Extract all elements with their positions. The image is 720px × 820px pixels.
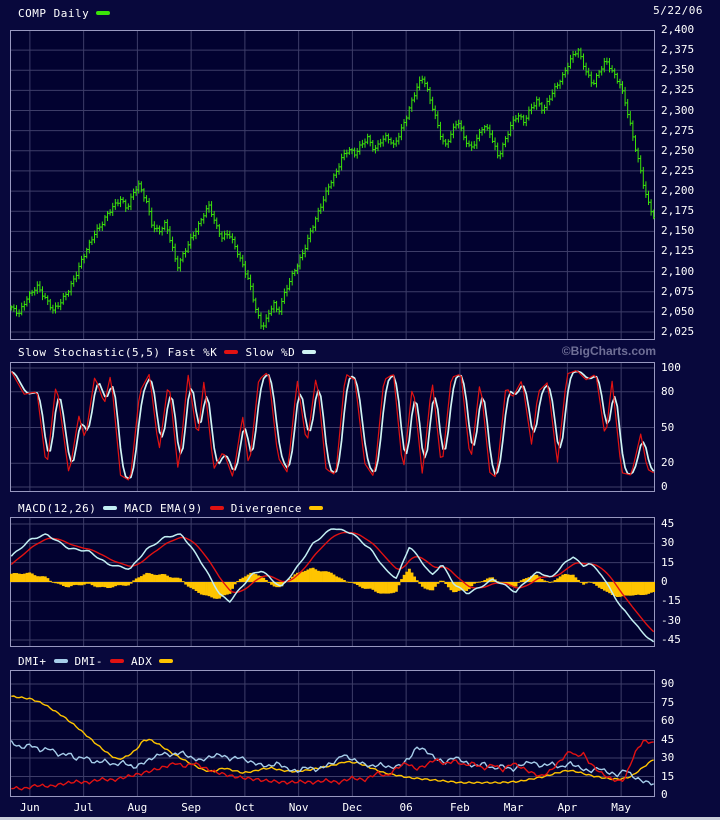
bigcharts-watermark: ©BigCharts.com (561, 344, 656, 358)
x-month-label: 06 (399, 801, 413, 814)
x-month-label: Nov (288, 801, 309, 814)
y-tick-label: -30 (661, 613, 681, 627)
adx-label: ADX (131, 654, 153, 668)
macd-swatch (103, 506, 118, 510)
y-tick-label: 2,075 (661, 284, 695, 298)
y-tick-label: 2,125 (661, 244, 695, 258)
dmi-minus-swatch (110, 659, 124, 663)
macd-ema-label: MACD EMA(9) (124, 501, 203, 515)
macd-label: MACD(12,26) (18, 501, 97, 515)
y-tick-label: 30 (661, 751, 675, 764)
y-tick-label: 80 (661, 384, 675, 398)
macd-plot (10, 517, 655, 647)
y-tick-label: 15 (661, 555, 675, 569)
y-tick-label: -45 (661, 633, 681, 646)
x-month-label: Oct (234, 801, 255, 814)
y-tick-label: 2,200 (661, 184, 695, 198)
y-tick-label: -15 (661, 594, 681, 608)
y-tick-label: 2,100 (661, 264, 695, 278)
window-bottom-edge (0, 817, 720, 820)
y-tick-label: 2,050 (661, 304, 695, 318)
y-tick-label: 15 (661, 769, 675, 783)
y-tick-label: 2,175 (661, 204, 695, 218)
y-tick-label: 90 (661, 677, 675, 690)
y-tick-label: 45 (661, 516, 675, 530)
x-month-label: Mar (503, 801, 524, 814)
dmi-plot (10, 670, 655, 797)
y-tick-label: 45 (661, 732, 675, 746)
stochastic-plot (10, 362, 655, 492)
stoch-fastk-swatch (224, 350, 239, 354)
symbol-title: COMP Daily (18, 6, 90, 20)
y-tick-label: 75 (661, 695, 675, 709)
dmi-header: DMI+ DMI- ADX (18, 654, 174, 668)
x-month-label: Dec (342, 801, 363, 814)
y-tick-label: 2,025 (661, 325, 695, 338)
y-tick-label: 50 (661, 420, 675, 434)
x-month-label: Apr (557, 801, 578, 814)
main-chart-header: COMP Daily (18, 6, 111, 20)
y-tick-label: 2,300 (661, 103, 695, 117)
y-tick-label: 2,375 (661, 43, 695, 57)
y-tick-label: 2,275 (661, 123, 695, 137)
y-tick-label: 2,325 (661, 83, 695, 97)
dmi-plus-swatch (53, 659, 68, 663)
y-tick-label: 100 (661, 361, 681, 374)
y-tick-label: 0 (661, 788, 668, 801)
stochastic-header: Slow Stochastic(5,5) Fast %K Slow %D (18, 345, 317, 359)
macd-header: MACD(12,26) MACD EMA(9) Divergence (18, 501, 323, 515)
y-tick-label: 30 (661, 536, 675, 550)
dmi-minus-label: DMI- (74, 654, 103, 668)
stoch-slowd-swatch (302, 350, 317, 354)
chart-date-label: 5/22/06 (653, 4, 703, 17)
stoch-slowd-label: Slow %D (245, 345, 296, 359)
x-month-label: Aug (127, 801, 148, 814)
y-tick-label: 2,250 (661, 143, 695, 157)
y-tick-label: 0 (661, 480, 668, 493)
y-tick-label: 20 (661, 456, 675, 470)
y-tick-label: 2,225 (661, 163, 695, 177)
stoch-fastk-label: Slow Stochastic(5,5) Fast %K (18, 345, 218, 359)
x-month-label: May (611, 801, 632, 814)
x-month-label: Feb (449, 801, 470, 814)
macd-ema-swatch (209, 506, 224, 510)
price-chart-plot (10, 30, 655, 340)
macd-divergence-swatch (308, 506, 323, 510)
x-month-label: Sep (181, 801, 202, 814)
x-month-label: Jun (19, 801, 40, 814)
y-tick-label: 0 (661, 575, 668, 588)
y-tick-label: 60 (661, 714, 675, 727)
adx-swatch (159, 659, 174, 663)
y-tick-label: 2,400 (661, 23, 695, 36)
macd-divergence-label: Divergence (230, 501, 302, 515)
price-legend-swatch (96, 11, 111, 15)
y-tick-label: 2,350 (661, 63, 695, 77)
y-tick-label: 2,150 (661, 224, 695, 238)
x-month-label: Jul (73, 801, 94, 814)
dmi-plus-label: DMI+ (18, 654, 47, 668)
